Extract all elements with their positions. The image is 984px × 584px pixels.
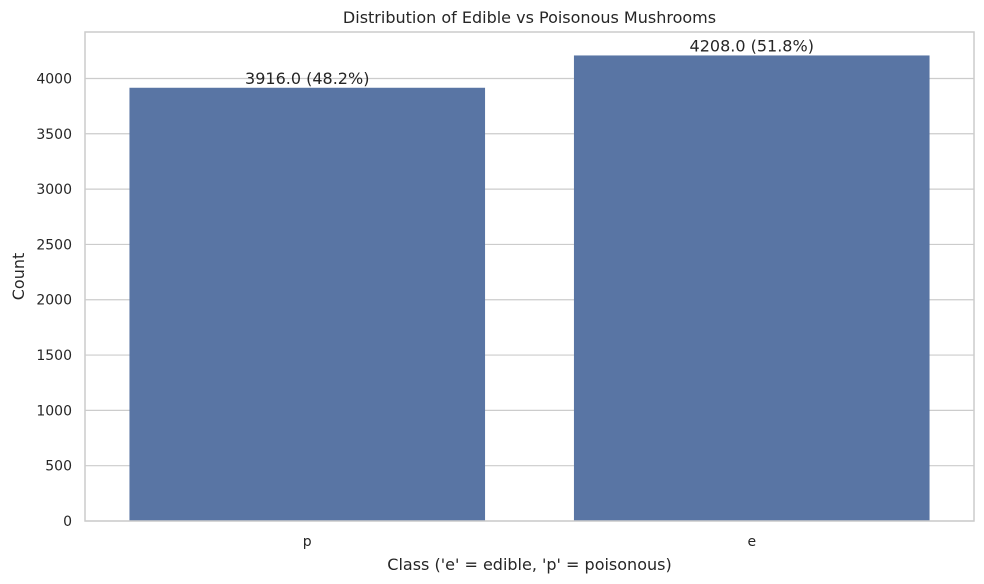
plot-frame	[84, 31, 975, 522]
y-tick-label: 1500	[36, 348, 72, 364]
data-label: 4208.0 (51.8%)	[690, 36, 814, 55]
y-tick-label: 3500	[36, 127, 72, 143]
bars	[129, 55, 930, 522]
y-tick-label: 2500	[36, 237, 72, 253]
y-tick-label: 0	[63, 514, 72, 530]
y-axis-label: Count	[9, 253, 28, 301]
bar-e	[573, 55, 930, 522]
x-tick-label: e	[747, 534, 756, 550]
x-tick-label: p	[303, 534, 312, 550]
x-axis-label: Class ('e' = edible, 'p' = poisonous)	[387, 555, 671, 574]
data-label: 3916.0 (48.2%)	[245, 69, 369, 88]
bar-p	[129, 87, 486, 521]
y-tick-labels: 0 500 1000 1500 2000 2500 3000 3500 4000	[36, 71, 72, 530]
y-tick-label: 1000	[36, 403, 72, 419]
y-tick-label: 500	[45, 459, 72, 475]
y-tick-label: 4000	[36, 71, 72, 87]
y-tick-label: 3000	[36, 182, 72, 198]
data-labels: 3916.0 (48.2%) 4208.0 (51.8%)	[245, 36, 814, 87]
y-tick-label: 2000	[36, 293, 72, 309]
chart-title: Distribution of Edible vs Poisonous Mush…	[343, 8, 716, 27]
